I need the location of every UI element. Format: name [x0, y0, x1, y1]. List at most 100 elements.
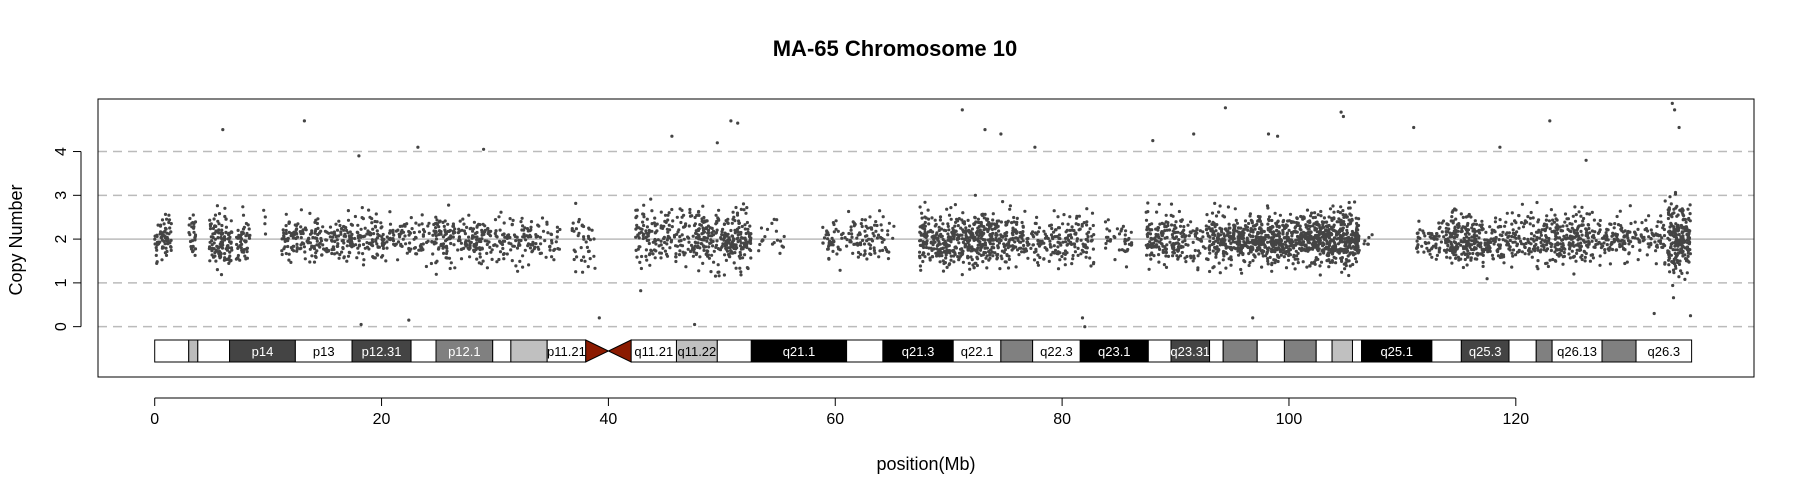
data-point — [690, 248, 694, 252]
data-point — [582, 235, 586, 239]
data-point — [1266, 132, 1271, 136]
data-point — [1488, 225, 1492, 229]
data-point — [991, 242, 995, 246]
data-point — [707, 256, 712, 260]
data-point — [519, 238, 523, 243]
data-point — [489, 229, 493, 233]
data-point — [1295, 254, 1299, 258]
data-point — [1310, 211, 1314, 215]
data-point — [1451, 251, 1455, 255]
data-point — [1258, 246, 1262, 250]
data-point — [1513, 233, 1517, 237]
data-point — [1510, 251, 1514, 255]
data-point — [1567, 243, 1571, 247]
data-point — [637, 236, 641, 240]
data-point — [640, 254, 644, 259]
data-point — [1554, 247, 1559, 251]
data-point — [1604, 233, 1609, 237]
data-point — [862, 242, 867, 246]
data-point — [210, 243, 214, 247]
data-point — [887, 221, 892, 225]
chromosome-band — [1508, 339, 1537, 363]
data-point — [859, 222, 863, 226]
data-point — [1625, 260, 1629, 264]
data-point — [886, 229, 890, 233]
data-point — [1183, 235, 1187, 239]
data-point — [1192, 254, 1196, 258]
plot-frame — [97, 98, 1755, 378]
data-point — [1615, 233, 1619, 237]
data-point — [988, 225, 992, 229]
data-point — [734, 245, 738, 249]
data-point — [1071, 257, 1075, 261]
data-point — [467, 247, 471, 251]
data-point — [1214, 214, 1219, 218]
data-point — [1086, 235, 1090, 239]
data-point — [636, 247, 640, 251]
data-point — [1669, 222, 1673, 226]
data-point — [1481, 260, 1485, 264]
data-point — [729, 228, 733, 233]
data-point — [1647, 245, 1651, 249]
data-point — [1671, 296, 1676, 300]
data-point — [994, 231, 998, 235]
data-point — [1354, 260, 1359, 264]
data-point — [388, 229, 392, 233]
data-point — [1674, 222, 1678, 226]
data-point — [641, 234, 645, 238]
data-point — [1555, 228, 1559, 232]
data-point — [463, 242, 467, 246]
data-point — [1075, 239, 1079, 243]
data-point — [1214, 255, 1218, 259]
data-point — [729, 249, 733, 253]
data-point — [220, 228, 224, 232]
data-point — [1272, 233, 1276, 237]
data-point — [570, 227, 574, 231]
x-axis: 0 20 40 60 80 100 120 — [150, 397, 1529, 428]
data-point — [1091, 247, 1095, 251]
data-point — [1546, 264, 1550, 269]
data-point — [1281, 251, 1285, 255]
data-point — [1584, 158, 1588, 162]
data-point — [868, 215, 872, 219]
data-point — [370, 217, 374, 221]
data-point — [988, 233, 992, 237]
data-point — [357, 251, 361, 255]
data-point — [1353, 200, 1357, 204]
data-point — [242, 225, 246, 229]
data-point — [357, 154, 361, 158]
data-point — [1180, 250, 1184, 255]
data-point — [1681, 209, 1685, 213]
data-point — [310, 244, 314, 248]
data-point — [688, 207, 692, 212]
data-point — [510, 223, 514, 227]
data-point — [236, 253, 240, 258]
data-point — [1498, 233, 1502, 237]
data-point — [1605, 243, 1609, 247]
data-point — [1077, 228, 1081, 232]
data-point — [1271, 249, 1275, 253]
data-point — [1226, 229, 1230, 233]
data-point — [419, 248, 423, 252]
data-point — [1250, 219, 1254, 223]
centromere-q — [607, 339, 632, 363]
data-point — [1536, 246, 1540, 250]
data-point — [1357, 250, 1361, 254]
data-point — [1529, 210, 1533, 215]
data-point — [1090, 211, 1095, 215]
data-point — [1158, 247, 1162, 251]
data-point — [213, 224, 217, 228]
data-point — [548, 244, 552, 248]
data-point — [191, 244, 195, 248]
data-point — [1070, 225, 1074, 229]
data-point — [1456, 255, 1460, 259]
data-point — [1056, 240, 1060, 244]
data-point — [485, 251, 489, 255]
data-point — [1355, 247, 1359, 251]
data-point — [427, 221, 431, 225]
data-point — [865, 239, 869, 243]
data-point — [1175, 254, 1179, 258]
data-point — [240, 242, 244, 246]
data-point — [999, 238, 1003, 243]
data-point — [960, 237, 965, 241]
